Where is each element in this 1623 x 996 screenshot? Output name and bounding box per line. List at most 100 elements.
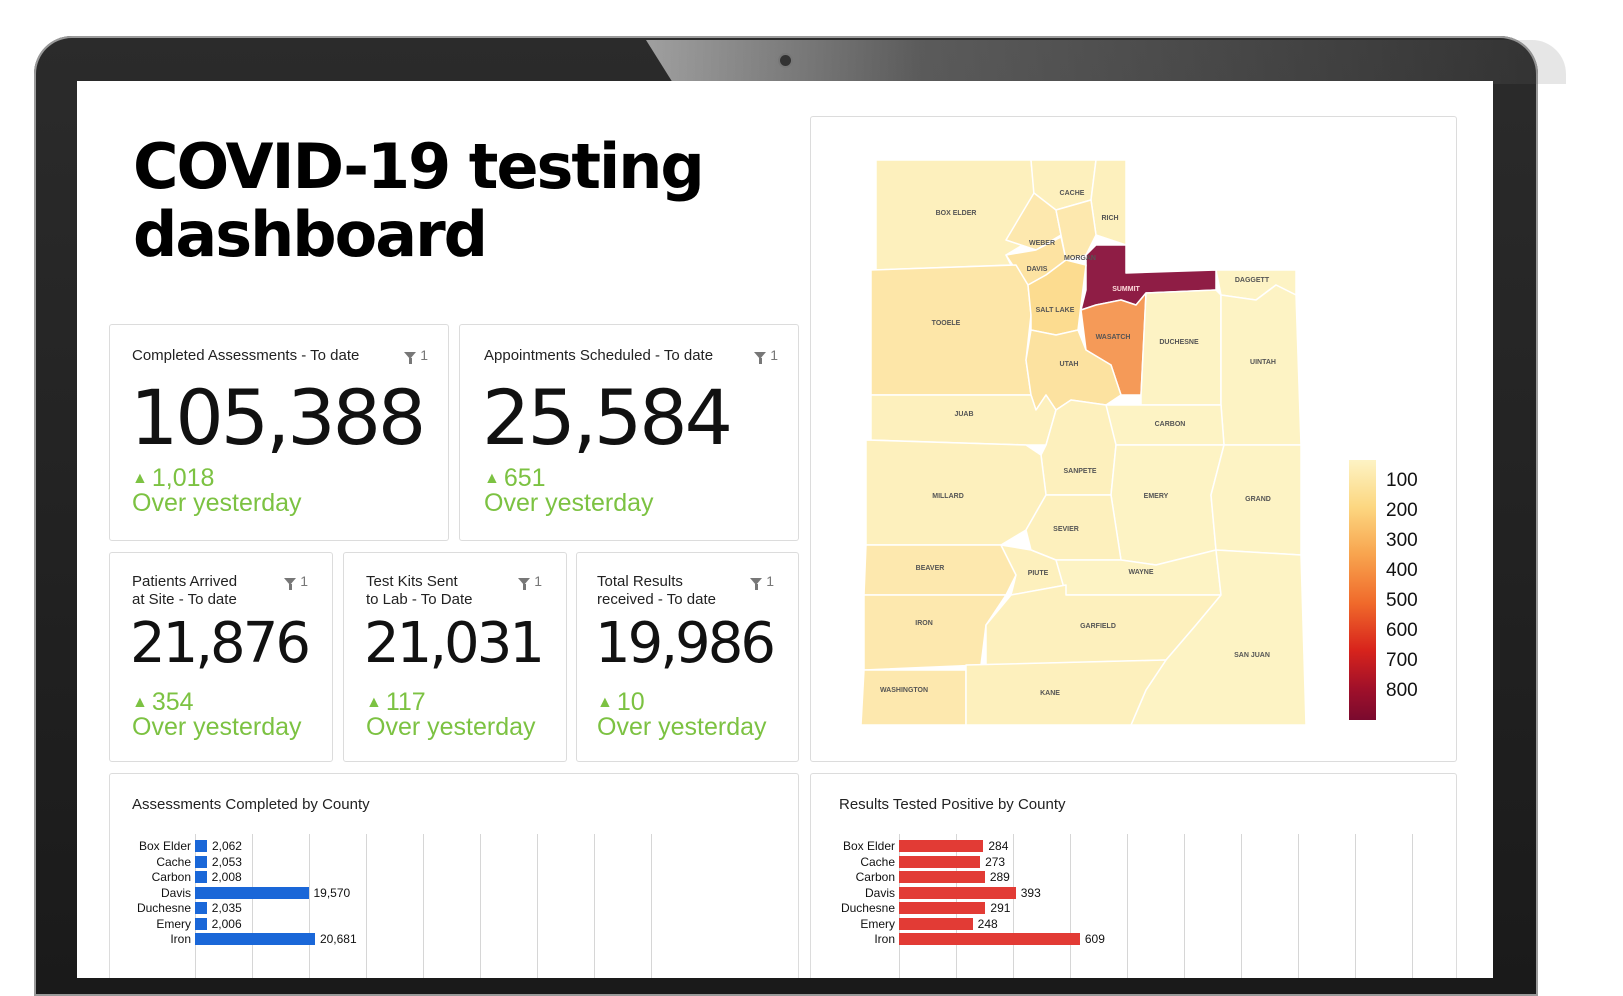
bar[interactable] bbox=[195, 886, 309, 899]
map-label: WEBER bbox=[1029, 240, 1055, 247]
metric-delta: ▲ 10 bbox=[597, 688, 645, 716]
bar[interactable] bbox=[899, 933, 1080, 945]
county-rich[interactable] bbox=[1090, 159, 1127, 246]
bar-category-label: Emery bbox=[860, 916, 895, 931]
page-title: COVID-19 testing dashboard bbox=[133, 133, 773, 269]
card-label: Patients Arrived at Site - To date bbox=[132, 573, 238, 608]
county-tooele[interactable] bbox=[870, 264, 1032, 396]
legend-label: 200 bbox=[1386, 500, 1418, 521]
bar[interactable] bbox=[899, 840, 984, 852]
grid-line bbox=[423, 834, 424, 978]
legend-label: 400 bbox=[1386, 560, 1418, 581]
dashboard-screen: COVID-19 testing dashboard Completed Ass… bbox=[77, 81, 1493, 978]
filter-button[interactable]: 1 bbox=[750, 573, 774, 590]
bar-category-label: Duchesne bbox=[840, 901, 895, 915]
bar[interactable] bbox=[899, 886, 1016, 899]
county-beaver[interactable] bbox=[863, 544, 1017, 596]
bar-value-label: 393 bbox=[1020, 885, 1041, 900]
county-emery[interactable] bbox=[1110, 444, 1225, 566]
map-label: IRON bbox=[915, 620, 933, 627]
map-label: MILLARD bbox=[932, 493, 964, 500]
map-label: WASATCH bbox=[1096, 334, 1131, 341]
card-patients-arrived[interactable]: Patients Arrived at Site - To date 1 21,8… bbox=[109, 552, 333, 762]
bar[interactable] bbox=[195, 933, 315, 945]
metric-delta: ▲ 651 bbox=[484, 464, 546, 492]
card-test-kits-sent[interactable]: Test Kits Sent to Lab - To Date 1 21,031 … bbox=[343, 552, 567, 762]
card-label: Appointments Scheduled - To date bbox=[484, 347, 714, 364]
bar-value-label: 273 bbox=[985, 854, 1006, 869]
map-label: TOOELE bbox=[932, 320, 961, 327]
bar-category-label: Davis bbox=[864, 885, 895, 900]
bar[interactable] bbox=[195, 902, 207, 914]
legend-label: 700 bbox=[1386, 650, 1418, 671]
filter-icon bbox=[404, 351, 417, 364]
map-label: UTAH bbox=[1060, 361, 1079, 368]
card-appointments-scheduled[interactable]: Appointments Scheduled - To date 1 25,58… bbox=[459, 324, 799, 541]
bar[interactable] bbox=[899, 902, 986, 914]
bar-category-label: Box Elder bbox=[842, 839, 895, 853]
bar-value-label: 284 bbox=[988, 839, 1009, 853]
county-map-card: BOX ELDER CACHE RICH WEBER MORGAN DAVIS … bbox=[810, 116, 1457, 762]
bar-value-label: 289 bbox=[989, 870, 1010, 884]
county-washington[interactable] bbox=[860, 669, 967, 726]
grid-line bbox=[309, 834, 310, 978]
bar-value-label: 2,053 bbox=[211, 854, 242, 869]
filter-button[interactable]: 1 bbox=[284, 573, 308, 590]
map-label: SAN JUAN bbox=[1234, 652, 1270, 659]
bar[interactable] bbox=[899, 917, 973, 930]
webcam-icon bbox=[780, 55, 791, 66]
up-arrow-icon: ▲ bbox=[132, 470, 148, 487]
legend-label: 100 bbox=[1386, 470, 1418, 491]
bar[interactable] bbox=[195, 871, 207, 883]
grid-line bbox=[366, 834, 367, 978]
map-label: KANE bbox=[1040, 690, 1060, 697]
card-label: Total Results received - To date bbox=[597, 573, 716, 608]
card-total-results[interactable]: Total Results received - To date 1 19,986… bbox=[576, 552, 799, 762]
county-duchesne[interactable] bbox=[1140, 289, 1222, 406]
map-label: EMERY bbox=[1144, 493, 1169, 500]
county-salt-lake[interactable] bbox=[1027, 259, 1087, 336]
map-label: CACHE bbox=[1060, 190, 1085, 197]
map-label: WAYNE bbox=[1128, 569, 1153, 576]
page-title-line2: dashboard bbox=[133, 198, 488, 271]
filter-button[interactable]: 1 bbox=[404, 347, 428, 364]
filter-button[interactable]: 1 bbox=[754, 347, 778, 364]
positive-by-county-card: Results Tested Positive by County Box El… bbox=[810, 773, 1457, 978]
bar-category-label: Carbon bbox=[151, 870, 191, 884]
bar[interactable] bbox=[195, 840, 207, 852]
color-scale-legend bbox=[1349, 460, 1376, 720]
county-kane[interactable] bbox=[965, 659, 1167, 726]
map-label: DUCHESNE bbox=[1159, 339, 1199, 346]
county-iron[interactable] bbox=[863, 594, 1007, 671]
bar[interactable] bbox=[899, 871, 985, 883]
map-label: WASHINGTON bbox=[880, 687, 928, 694]
up-arrow-icon: ▲ bbox=[484, 470, 500, 487]
bar[interactable] bbox=[899, 855, 981, 868]
legend-label: 800 bbox=[1386, 680, 1418, 701]
up-arrow-icon: ▲ bbox=[132, 694, 148, 711]
filter-icon bbox=[750, 577, 763, 590]
legend-label: 500 bbox=[1386, 590, 1418, 611]
county-juab[interactable] bbox=[870, 394, 1057, 446]
bar-value-label: 248 bbox=[977, 916, 998, 931]
bar-category-label: Iron bbox=[874, 932, 895, 946]
card-completed-assessments[interactable]: Completed Assessments - To date 1 105,38… bbox=[109, 324, 449, 541]
map-label: DAVIS bbox=[1027, 266, 1048, 273]
filter-count: 1 bbox=[766, 573, 774, 589]
bezel-glare bbox=[646, 40, 1566, 84]
metric-delta: ▲ 354 bbox=[132, 688, 194, 716]
map-label: UINTAH bbox=[1250, 359, 1276, 366]
legend-label: 300 bbox=[1386, 530, 1418, 551]
bar[interactable] bbox=[195, 855, 207, 868]
map-label: DAGGETT bbox=[1235, 277, 1270, 284]
utah-county-map[interactable]: BOX ELDER CACHE RICH WEBER MORGAN DAVIS … bbox=[856, 155, 1306, 730]
filter-count: 1 bbox=[534, 573, 542, 589]
grid-line bbox=[1355, 834, 1356, 978]
map-label: GRAND bbox=[1245, 496, 1271, 503]
bar[interactable] bbox=[195, 917, 207, 930]
filter-count: 1 bbox=[300, 573, 308, 589]
map-label: PIUTE bbox=[1028, 570, 1049, 577]
filter-button[interactable]: 1 bbox=[518, 573, 542, 590]
map-label: JUAB bbox=[954, 411, 973, 418]
chart-title: Results Tested Positive by County bbox=[839, 796, 1066, 813]
